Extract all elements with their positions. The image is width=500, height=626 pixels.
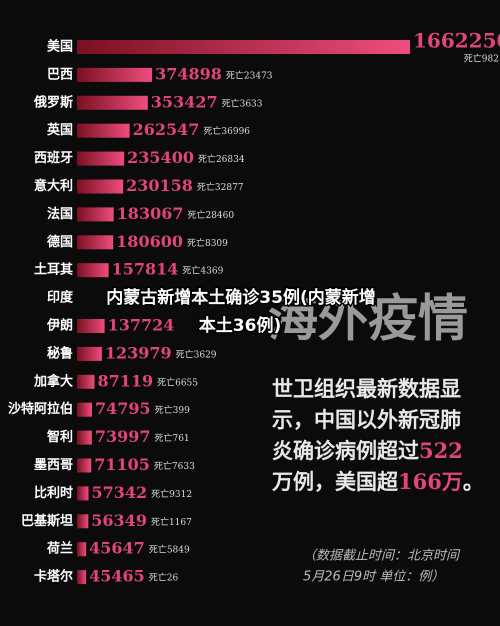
bar — [77, 514, 89, 529]
category-label: 印度 — [47, 290, 74, 306]
category-label: 意大利 — [34, 178, 73, 194]
value-label: 183067 — [117, 204, 184, 223]
death-label: 死亡26 — [149, 572, 179, 584]
bar — [77, 458, 92, 473]
death-label: 死亡26834 — [198, 153, 245, 165]
death-label: 死亡36996 — [203, 125, 250, 137]
bar — [77, 319, 105, 333]
headline: 本土36例) — [199, 315, 281, 336]
bar — [77, 346, 102, 361]
death-label: 死亡8309 — [187, 237, 228, 249]
category-label: 加拿大 — [33, 373, 73, 389]
category-label: 德国 — [47, 234, 73, 250]
value-label: 73997 — [95, 427, 151, 446]
note-line: 世卫组织最新数据显 — [272, 376, 461, 401]
value-label: 353427 — [151, 92, 218, 111]
bar — [77, 374, 95, 389]
value-label: 45647 — [89, 539, 145, 558]
note-segment: 世卫组织最新数据显 — [272, 376, 461, 401]
category-label: 美国 — [47, 39, 73, 55]
note-line: 炎确诊病例超过522 — [272, 438, 463, 463]
note-line: 示，中国以外新冠肺 — [272, 407, 461, 432]
bar — [77, 263, 109, 278]
category-label: 卡塔尔 — [34, 569, 73, 585]
death-label: 死亡32877 — [197, 181, 244, 193]
value-label: 262547 — [133, 120, 200, 139]
value-label: 180600 — [116, 232, 183, 251]
value-label: 374898 — [155, 64, 222, 83]
headline: 内蒙古新增本土确诊35例(内蒙新增 — [106, 287, 375, 308]
value-label: 235400 — [127, 148, 194, 167]
category-label: 秘鲁 — [47, 345, 73, 361]
category-label: 英国 — [46, 122, 73, 138]
value-label: 1662250 — [413, 29, 500, 53]
note-segment: 炎确诊病例超过 — [272, 438, 419, 463]
death-label: 死亡7633 — [154, 460, 195, 472]
death-label: 死亡399 — [155, 404, 190, 416]
bar — [77, 95, 148, 110]
category-label: 西班牙 — [34, 150, 73, 166]
bar — [77, 542, 87, 557]
category-label: 沙特阿拉伯 — [8, 401, 73, 417]
title: 海外疫情 — [268, 290, 468, 348]
death-label: 死亡5849 — [149, 544, 190, 556]
category-label: 土耳其 — [34, 262, 73, 278]
bar — [77, 207, 114, 222]
bar — [77, 486, 89, 501]
value-label: 87119 — [97, 371, 153, 390]
footnote: （数据截止时间：北京时间 — [303, 548, 461, 564]
death-label: 死亡28460 — [187, 209, 234, 221]
bar — [77, 402, 92, 417]
value-label: 137724 — [108, 316, 175, 335]
category-label: 巴基斯坦 — [21, 513, 73, 529]
note-segment: 522 — [419, 438, 463, 463]
death-label: 死亡9312 — [151, 488, 192, 500]
bar — [77, 151, 125, 166]
bar — [77, 430, 92, 445]
death-label: 死亡761 — [154, 432, 189, 444]
value-label: 157814 — [112, 260, 179, 279]
bar — [77, 570, 87, 585]
value-label: 57342 — [91, 483, 147, 502]
death-label: 死亡4369 — [182, 265, 223, 277]
value-label: 74795 — [95, 399, 151, 418]
note-segment: 。 — [463, 469, 484, 494]
category-label: 荷兰 — [46, 541, 73, 557]
note-segment: 示，中国以外新冠肺 — [272, 407, 461, 432]
death-label: 死亡98218 — [464, 53, 500, 65]
note-line: 万例，美国超166万。 — [271, 469, 484, 494]
bar — [77, 179, 124, 194]
value-label: 56349 — [91, 511, 147, 530]
bar — [77, 40, 410, 54]
bar — [77, 67, 153, 82]
category-label: 法国 — [47, 206, 73, 222]
value-label: 230158 — [126, 176, 193, 195]
bar — [77, 123, 130, 138]
category-label: 智利 — [47, 429, 73, 445]
death-label: 死亡1167 — [151, 516, 192, 528]
death-label: 死亡23473 — [226, 69, 273, 81]
value-label: 71105 — [94, 455, 150, 474]
value-label: 45465 — [89, 567, 145, 586]
death-label: 死亡6655 — [157, 376, 198, 388]
footnote: 5月26日9时 单位：例） — [303, 569, 444, 585]
note-segment: 万例，美国超 — [271, 469, 399, 494]
bar — [77, 235, 114, 250]
death-label: 死亡3633 — [222, 97, 263, 109]
value-label: 123979 — [105, 343, 172, 362]
category-label: 墨西哥 — [34, 457, 73, 473]
category-label: 俄罗斯 — [33, 94, 73, 110]
category-label: 巴西 — [47, 67, 73, 82]
category-label: 伊朗 — [46, 318, 73, 334]
death-label: 死亡3629 — [176, 348, 217, 360]
note-segment: 166万 — [398, 469, 463, 494]
category-label: 比利时 — [34, 485, 73, 501]
